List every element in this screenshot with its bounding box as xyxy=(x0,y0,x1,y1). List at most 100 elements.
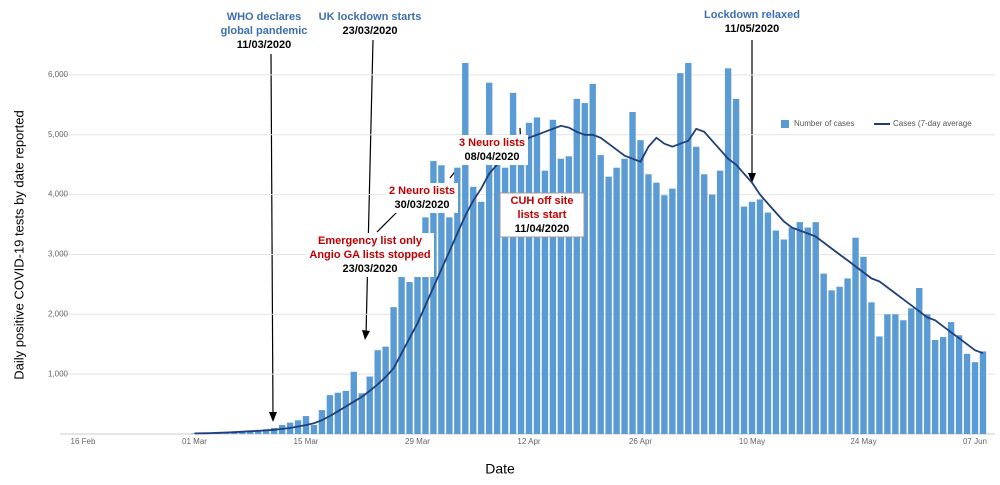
y-tick-label: 1,000 xyxy=(48,369,69,378)
bar xyxy=(541,170,549,434)
bar xyxy=(247,430,254,434)
annotation-box xyxy=(306,233,434,277)
annotation-date: 23/03/2020 xyxy=(342,25,397,37)
annotation-text: UK lockdown starts xyxy=(319,11,422,23)
bar xyxy=(406,281,413,434)
annotation-text: Emergency list only xyxy=(318,235,423,247)
annotation-date: 08/04/2020 xyxy=(464,151,519,163)
bar xyxy=(334,392,342,434)
bar xyxy=(382,346,389,434)
arrow xyxy=(270,53,274,419)
bar xyxy=(820,273,827,434)
bar xyxy=(900,320,907,434)
x-tick-label: 01 Mar xyxy=(182,437,207,446)
bar xyxy=(916,287,923,434)
annotation-date: 23/03/2020 xyxy=(342,263,397,275)
bar xyxy=(708,194,716,434)
annotation-date: 30/03/2020 xyxy=(394,199,449,211)
bar xyxy=(732,98,740,434)
bar xyxy=(358,393,365,434)
annotation-date: 11/04/2020 xyxy=(515,223,569,235)
annotation-date: 11/05/2020 xyxy=(725,23,779,35)
arrow xyxy=(365,39,374,336)
bar xyxy=(724,68,732,434)
y-tick-label: 2,000 xyxy=(48,309,69,318)
bar xyxy=(637,140,644,434)
bar xyxy=(478,201,485,434)
bar xyxy=(605,176,612,434)
x-tick-label: 26 Apr xyxy=(629,437,652,446)
y-tick-label: 4,000 xyxy=(48,190,69,199)
bar xyxy=(772,230,780,434)
bar xyxy=(270,428,278,434)
annotation-text: global pandemic xyxy=(221,25,308,37)
annotation-date: 11/03/2020 xyxy=(237,39,291,51)
bar xyxy=(653,182,660,434)
bar xyxy=(565,156,573,434)
bar xyxy=(884,314,891,434)
arrow xyxy=(376,211,398,233)
arrow-head xyxy=(269,412,277,422)
bar xyxy=(693,146,700,434)
bar xyxy=(446,217,453,434)
bar xyxy=(677,73,684,435)
x-tick-label: 07 Jun xyxy=(963,437,987,446)
y-tick-label: 3,000 xyxy=(48,250,69,259)
bar xyxy=(557,158,565,434)
y-tick-label: 5,000 xyxy=(48,130,69,139)
bar xyxy=(804,227,811,434)
bar xyxy=(924,314,931,434)
legend-label: Number of cases xyxy=(794,119,854,128)
bar xyxy=(796,222,803,434)
bar xyxy=(613,167,620,434)
bar xyxy=(836,286,843,434)
annotation-text: WHO declares xyxy=(227,11,302,23)
annotation-text: Angio GA lists stopped xyxy=(309,249,430,261)
bar xyxy=(454,167,461,434)
bar xyxy=(310,425,318,434)
x-tick-label: 24 May xyxy=(850,437,876,446)
bar xyxy=(589,83,596,435)
y-axis-label: Daily positive COVID-19 tests by date re… xyxy=(11,110,26,380)
x-tick-label: 16 Feb xyxy=(71,437,96,446)
bar xyxy=(947,322,955,434)
y-tick-label: 6,000 xyxy=(48,70,69,79)
annotation-text: 3 Neuro lists xyxy=(459,137,525,149)
bar xyxy=(430,161,437,434)
bar xyxy=(422,217,429,434)
annotation-box xyxy=(386,183,458,213)
bar xyxy=(701,174,708,434)
bar xyxy=(326,395,334,434)
annotation-box xyxy=(456,135,528,165)
bar xyxy=(756,199,764,434)
annotation-text: Lockdown relaxed xyxy=(704,9,800,21)
bar xyxy=(573,98,580,434)
bar xyxy=(509,92,517,434)
arrow-head xyxy=(362,330,370,340)
bar xyxy=(414,274,421,434)
bar xyxy=(931,340,939,434)
bar xyxy=(939,337,947,434)
bar xyxy=(318,410,326,434)
bar xyxy=(438,165,445,434)
bar xyxy=(748,201,756,434)
average-line xyxy=(194,124,984,435)
bar xyxy=(629,112,636,434)
legend-label: Cases (7-day average xyxy=(893,119,972,128)
bar xyxy=(971,362,979,434)
bar xyxy=(716,170,724,434)
bar xyxy=(374,350,381,434)
bar xyxy=(597,155,604,434)
bar xyxy=(485,82,493,435)
x-tick-label: 29 Mar xyxy=(405,437,430,446)
bar xyxy=(963,353,971,434)
bar xyxy=(780,239,788,434)
bar xyxy=(908,308,915,434)
bar xyxy=(645,174,652,434)
bar xyxy=(661,195,668,434)
bar xyxy=(955,335,963,434)
bar xyxy=(892,314,899,434)
x-tick-label: 15 Mar xyxy=(294,437,319,446)
legend-swatch xyxy=(781,120,789,128)
